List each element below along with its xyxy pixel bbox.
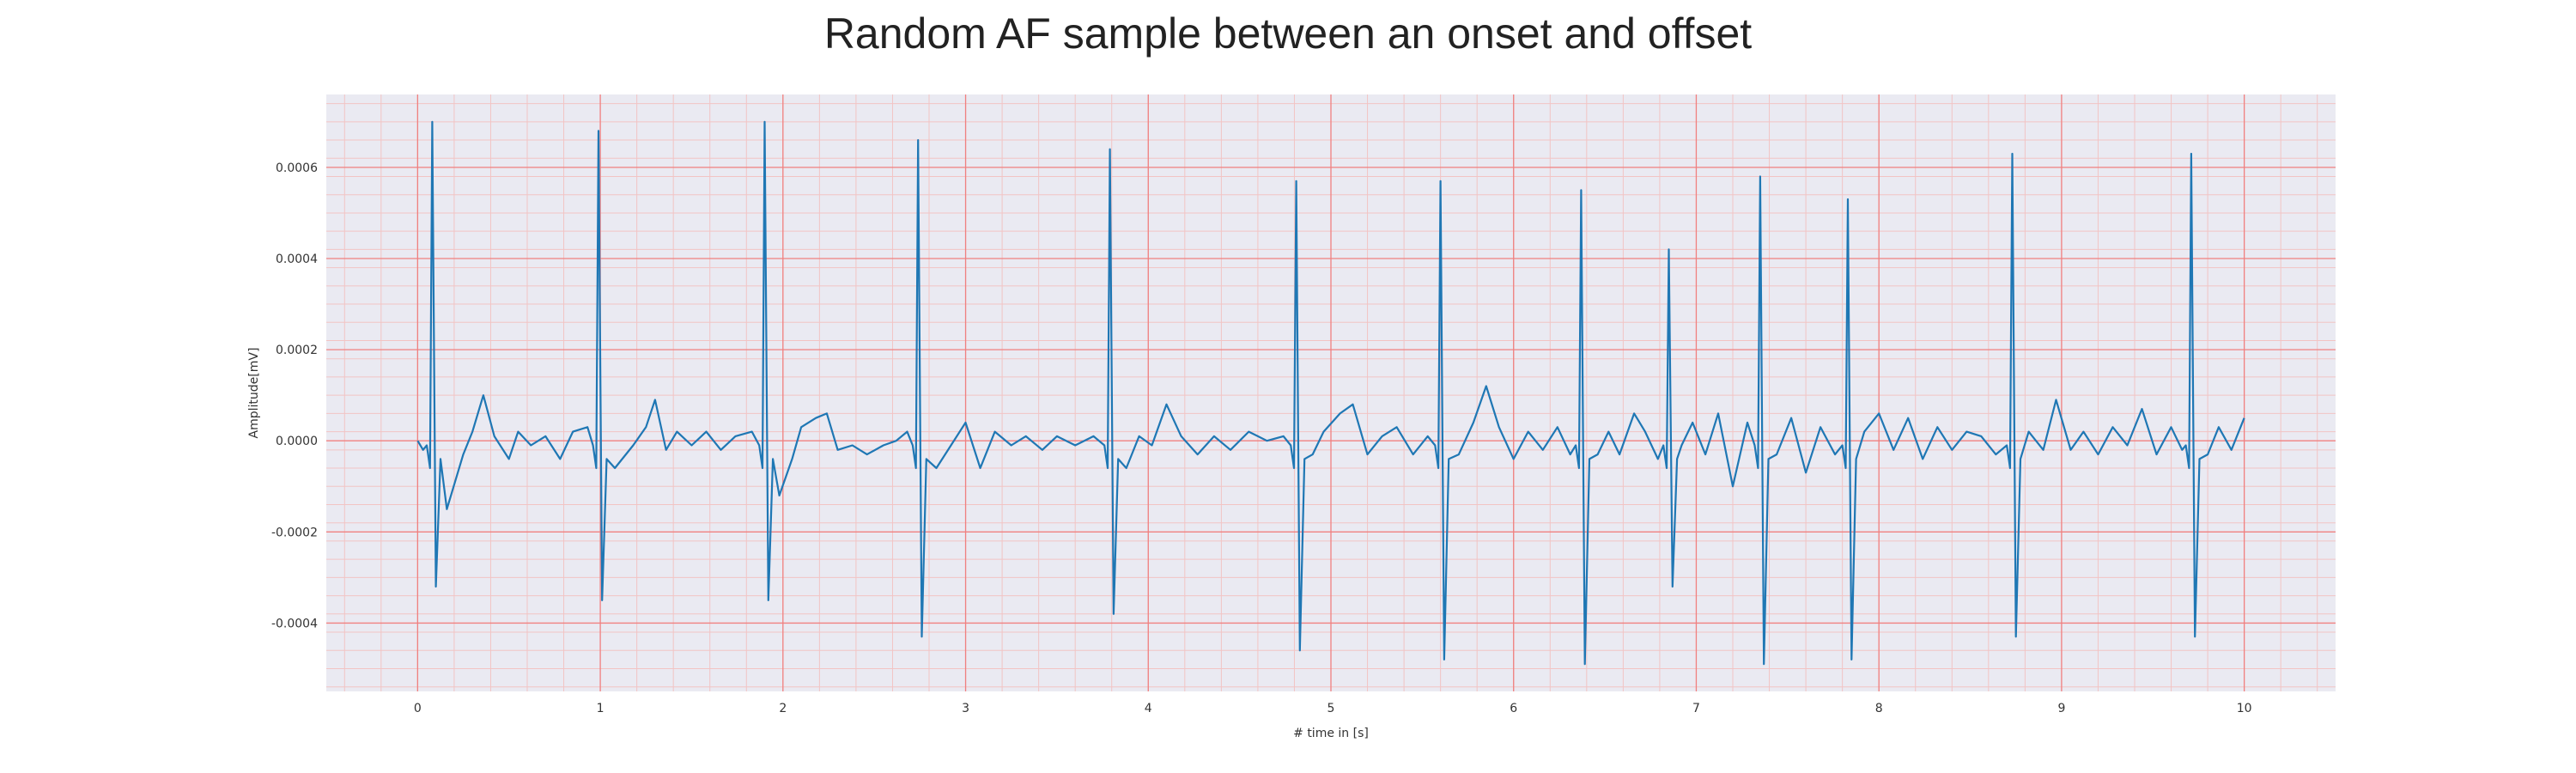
x-axis-label: # time in [s] (1293, 727, 1369, 740)
x-tick-label: 5 (1327, 702, 1335, 715)
x-axis-ticks: 0 1 2 3 4 5 6 7 8 9 10 (414, 702, 2252, 715)
y-tick-label: -0.0004 (271, 617, 318, 630)
y-axis-label: Amplitude[mV] (247, 348, 261, 439)
x-tick-label: 3 (962, 702, 969, 715)
x-tick-label: 2 (779, 702, 787, 715)
x-tick-label: 4 (1145, 702, 1152, 715)
x-tick-label: 9 (2057, 702, 2065, 715)
y-tick-label: 0.0000 (276, 435, 318, 448)
x-tick-label: 10 (2237, 702, 2252, 715)
y-tick-label: -0.0002 (271, 526, 318, 539)
x-tick-label: 8 (1875, 702, 1883, 715)
x-tick-label: 6 (1510, 702, 1517, 715)
y-tick-label: 0.0002 (276, 344, 318, 357)
major-grid (326, 94, 2336, 691)
x-tick-label: 1 (597, 702, 605, 715)
x-tick-label: 7 (1692, 702, 1700, 715)
chart-title: Random AF sample between an onset and of… (823, 9, 1753, 58)
y-tick-label: 0.0004 (276, 253, 318, 266)
x-tick-label: 0 (414, 702, 422, 715)
ecg-signal-line (416, 120, 2245, 666)
y-tick-label: 0.0006 (276, 161, 318, 175)
y-axis-ticks: -0.0004 -0.0002 0.0000 0.0002 0.0004 0.0006 (271, 161, 318, 631)
